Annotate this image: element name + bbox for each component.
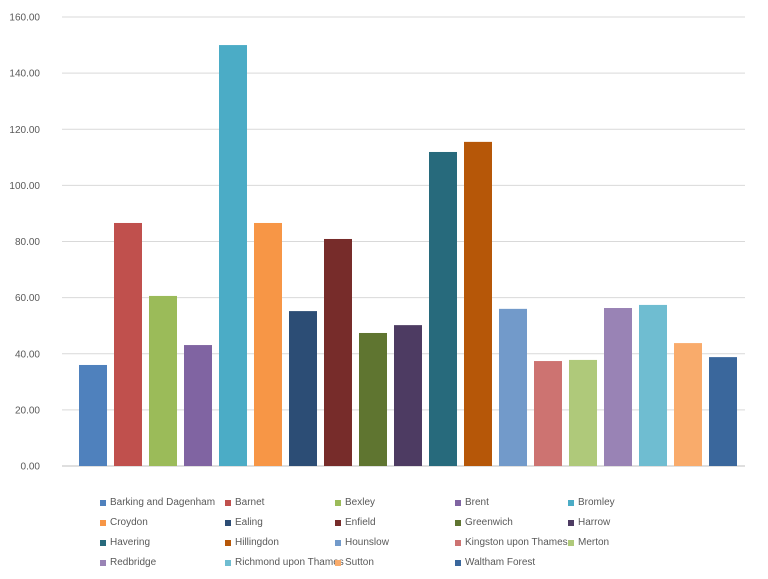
bar-richmond-upon-thames xyxy=(639,304,667,466)
legend-item: Kingston upon Thames xyxy=(455,537,568,548)
legend-label: Ealing xyxy=(235,517,263,528)
legend-item: Hillingdon xyxy=(225,537,279,548)
legend-swatch xyxy=(225,499,231,506)
y-tick-label: 20.00 xyxy=(15,405,40,416)
legend-item: Barking and Dagenham xyxy=(100,497,215,508)
legend-swatch xyxy=(335,539,341,546)
legend-label: Bromley xyxy=(578,497,615,508)
y-tick-label: 80.00 xyxy=(15,237,40,248)
legend-item: Harrow xyxy=(568,517,610,528)
legend-swatch xyxy=(335,519,341,526)
legend-item: Barnet xyxy=(225,497,264,508)
legend-label: Hounslow xyxy=(345,537,389,548)
legend-swatch xyxy=(225,539,231,546)
legend-item: Redbridge xyxy=(100,557,156,568)
bar-bromley xyxy=(219,45,247,466)
legend-item: Ealing xyxy=(225,517,263,528)
y-tick-label: 120.00 xyxy=(9,125,40,136)
bar-hounslow xyxy=(499,308,527,466)
bar-sutton xyxy=(674,343,702,466)
y-tick-label: 160.00 xyxy=(9,13,40,24)
legend-label: Enfield xyxy=(345,517,376,528)
legend-label: Bexley xyxy=(345,497,376,508)
bar-havering xyxy=(429,151,457,466)
y-tick-label: 100.00 xyxy=(9,181,40,192)
bar-enfield xyxy=(324,238,352,466)
plot-area: 0.00 20.00 40.00 60.00 80.00 100.00 120.00 140.… xyxy=(9,13,745,473)
legend-swatch xyxy=(455,499,461,506)
bar-hillingdon xyxy=(464,141,492,467)
legend-label: Hillingdon xyxy=(235,537,279,548)
legend-item: Richmond upon Thames xyxy=(225,557,344,568)
legend-swatch xyxy=(455,519,461,526)
legend-item: Sutton xyxy=(335,557,374,568)
legend-swatch xyxy=(568,499,574,506)
bar-brent xyxy=(184,345,212,466)
legend-item: Bromley xyxy=(568,497,615,508)
legend-item: Enfield xyxy=(335,517,376,528)
legend-swatch xyxy=(335,499,341,506)
legend-label: Barking and Dagenham xyxy=(110,497,216,508)
legend-label: Barnet xyxy=(235,497,265,508)
legend-swatch xyxy=(455,559,461,566)
legend-swatch xyxy=(568,519,574,526)
legend-item: Brent xyxy=(455,497,489,508)
legend-label: Greenwich xyxy=(465,517,513,528)
legend-item: Havering xyxy=(100,537,150,548)
bar-barnet xyxy=(114,222,142,466)
legend-label: Croydon xyxy=(110,517,148,528)
bar-kingston-upon-thames xyxy=(534,361,562,466)
bar-greenwich xyxy=(359,332,387,466)
legend-swatch xyxy=(100,519,106,526)
legend-swatch xyxy=(225,559,231,566)
bar-bexley xyxy=(149,295,177,466)
legend-swatch xyxy=(455,539,461,546)
legend-swatch xyxy=(225,519,231,526)
legend-label: Merton xyxy=(578,537,610,548)
legend-swatch xyxy=(100,499,106,506)
legend-label: Waltham Forest xyxy=(465,557,536,568)
bar-croydon xyxy=(254,222,282,466)
legend-swatch xyxy=(335,559,341,566)
legend-item: Bexley xyxy=(335,497,375,508)
y-tick-label: 140.00 xyxy=(9,69,40,80)
legend-label: Redbridge xyxy=(110,557,157,568)
legend-label: Brent xyxy=(465,497,489,508)
legend-item: Croydon xyxy=(100,517,148,528)
legend-item: Hounslow xyxy=(335,537,389,548)
bar-harrow xyxy=(394,325,422,466)
legend-swatch xyxy=(568,539,574,546)
legend-label: Sutton xyxy=(345,557,374,568)
legend-label: Kingston upon Thames xyxy=(465,537,568,548)
y-tick-label: 0.00 xyxy=(21,462,41,473)
legend-label: Havering xyxy=(110,537,151,548)
bar-waltham-forest xyxy=(709,357,737,466)
bar-merton xyxy=(569,359,597,466)
bar-redbridge xyxy=(604,308,632,466)
legend-swatch xyxy=(100,539,106,546)
legend-item: Merton xyxy=(568,537,609,548)
y-tick-label: 60.00 xyxy=(15,293,40,304)
legend-swatch xyxy=(100,559,106,566)
legend-label: Richmond upon Thames xyxy=(235,557,344,568)
bar-ealing xyxy=(289,311,317,466)
bar-barking-and-dagenham xyxy=(79,364,107,466)
legend-label: Harrow xyxy=(578,517,611,528)
y-tick-label: 40.00 xyxy=(15,349,40,360)
legend-item: Waltham Forest xyxy=(455,557,535,568)
legend-item: Greenwich xyxy=(455,517,513,528)
